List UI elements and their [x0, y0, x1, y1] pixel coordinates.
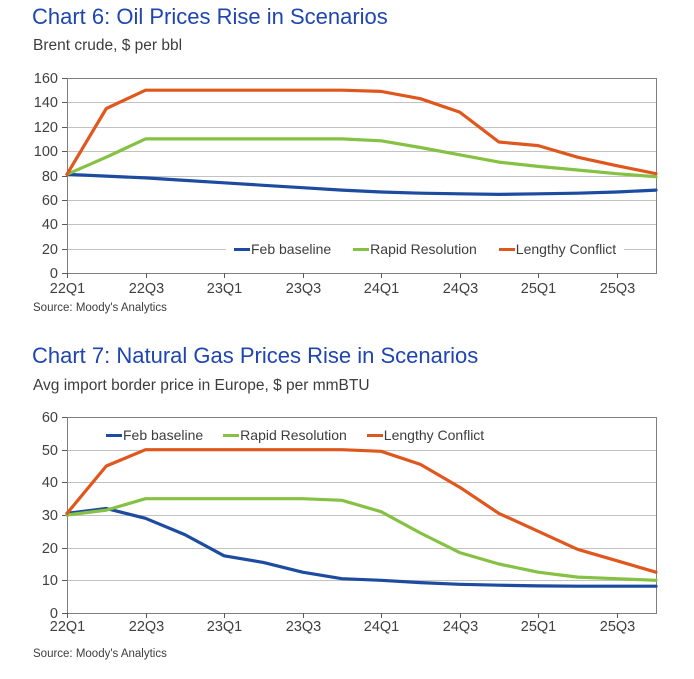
legend-item-feb-baseline: Feb baseline	[106, 427, 203, 443]
y-tick-label: 20	[42, 541, 58, 557]
y-tick-label: 160	[34, 71, 58, 87]
chart7-line-feb-baseline	[65, 506, 658, 588]
chart6-line-rapid-resolution	[65, 137, 658, 179]
legend-label: Feb baseline	[251, 241, 332, 257]
chart7-plot: 0 10 20 30 40 50 60 22Q1 22Q3 23Q1 23Q3 24Q1 24Q3 25Q…	[42, 410, 658, 635]
lengthy-conflict-line-icon	[366, 433, 383, 437]
y-tick-label: 60	[42, 193, 58, 209]
feb-baseline-line-icon	[234, 247, 250, 251]
legend-item-lengthy-conflict: Lengthy Conflict	[366, 427, 485, 443]
feb-baseline-line-icon	[106, 433, 122, 437]
x-tick-label: 25Q3	[600, 619, 635, 635]
y-tick-label: 60	[42, 410, 58, 426]
legend-item-rapid-resolution: Rapid Resolution	[223, 427, 347, 443]
x-tick-label: 24Q3	[443, 619, 478, 635]
x-tick-label: 22Q1	[50, 619, 85, 635]
chart6-title: Chart 6: Oil Prices Rise in Scenarios	[32, 4, 388, 29]
legend-label: Feb baseline	[123, 427, 204, 443]
x-tick-label: 23Q1	[207, 281, 242, 297]
x-tick-label: 22Q3	[129, 619, 164, 635]
y-tick-label: 50	[42, 443, 58, 459]
chart7-title: Chart 7: Natural Gas Prices Rise in Scen…	[32, 343, 479, 368]
x-tick-label: 22Q3	[129, 281, 164, 297]
y-tick-label: 140	[34, 95, 58, 111]
rapid-resolution-line-icon	[223, 433, 240, 437]
x-tick-label: 23Q3	[286, 619, 321, 635]
y-tick-label: 0	[50, 266, 58, 282]
x-tick-label: 24Q1	[364, 619, 399, 635]
y-tick-label: 30	[42, 508, 58, 524]
chart6-line-feb-baseline	[65, 172, 658, 196]
x-tick-label: 24Q3	[443, 281, 478, 297]
x-tick-label: 22Q1	[50, 281, 85, 297]
y-tick-label: 100	[34, 144, 58, 160]
legend-item-lengthy-conflict: Lengthy Conflict	[498, 241, 617, 257]
y-tick-label: 20	[42, 242, 58, 258]
lengthy-conflict-line-icon	[498, 247, 515, 251]
y-tick-label: 0	[50, 606, 58, 622]
legend-item-rapid-resolution: Rapid Resolution	[353, 241, 477, 257]
x-tick-label: 23Q3	[286, 281, 321, 297]
x-tick-label: 24Q1	[364, 281, 399, 297]
y-tick-label: 40	[42, 475, 58, 491]
rapid-resolution-line-icon	[353, 247, 370, 251]
legend-label: Lengthy Conflict	[515, 241, 617, 257]
legend-item-feb-baseline: Feb baseline	[234, 241, 331, 257]
x-tick-label: 25Q1	[521, 281, 556, 297]
legend-label: Lengthy Conflict	[383, 427, 485, 443]
chart6-subtitle: Brent crude, $ per bbl	[33, 37, 183, 54]
legend-label: Rapid Resolution	[370, 241, 477, 257]
y-tick-label: 80	[42, 169, 58, 185]
y-tick-label: 40	[42, 217, 58, 233]
chart7-subtitle: Avg import border price in Europe, $ per…	[33, 377, 370, 394]
chart6-source: Source: Moody's Analytics	[33, 302, 167, 314]
chart6-legend: Feb baseline Rapid Resolution Lengthy Co…	[226, 239, 625, 259]
chart7-legend: Feb baseline Rapid Resolution Lengthy Co…	[98, 425, 493, 445]
chart6-line-lengthy-conflict	[65, 88, 658, 176]
chart6-plot: 0 20 40 60 80 100 120 140 160 22Q1 22Q3 23Q1 23Q3 24Q…	[34, 71, 658, 297]
chart7-source: Source: Moody's Analytics	[33, 648, 167, 660]
y-tick-label: 120	[34, 120, 58, 136]
x-tick-label: 25Q3	[600, 281, 635, 297]
x-tick-label: 25Q1	[521, 619, 556, 635]
y-tick-label: 10	[42, 573, 58, 589]
x-tick-label: 23Q1	[207, 619, 242, 635]
legend-label: Rapid Resolution	[240, 427, 347, 443]
chart7-line-lengthy-conflict	[65, 448, 658, 574]
chart7-line-rapid-resolution	[65, 497, 658, 582]
